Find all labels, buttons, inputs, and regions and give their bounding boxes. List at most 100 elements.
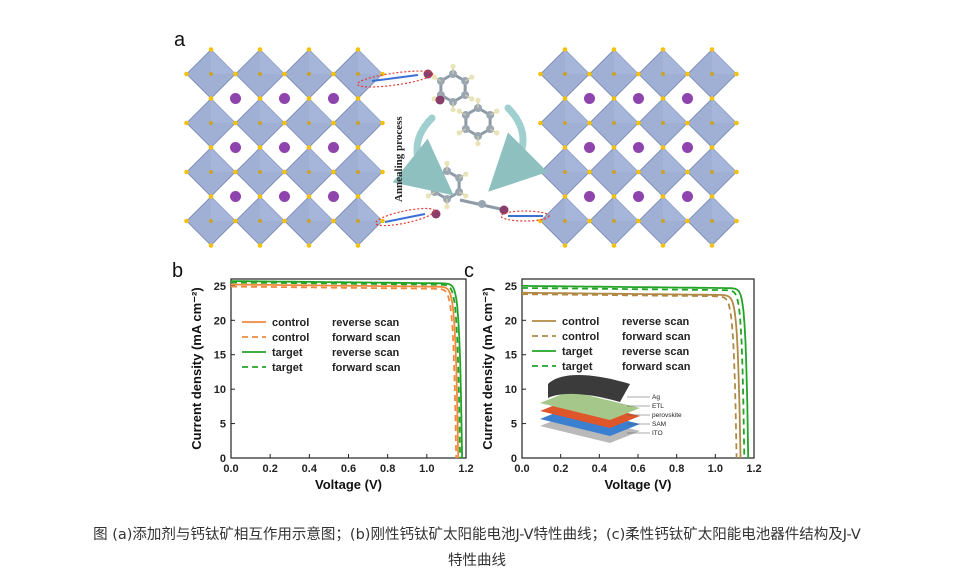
octahedron (333, 49, 383, 99)
legend-scan-direction: forward scan (622, 331, 691, 343)
cation-atom (633, 142, 644, 153)
legend-series-name: target (272, 362, 303, 374)
halide-atom (380, 120, 385, 126)
octahedron (540, 98, 590, 148)
octahedron (284, 98, 334, 148)
halide-atom (208, 47, 214, 52)
y-tick-label: 15 (505, 350, 517, 362)
legend-series-name: control (272, 317, 309, 329)
halide-atom (587, 71, 592, 77)
cation-atom (328, 191, 339, 202)
halide-atom (306, 47, 312, 52)
inset-layer-label: ETL (652, 403, 664, 410)
halide-atom (331, 120, 336, 126)
halide-atom (306, 194, 312, 199)
cation-atom (682, 191, 693, 202)
octahedron (186, 49, 236, 99)
x-tick-label: 1.2 (746, 463, 761, 475)
octahedron (589, 49, 639, 99)
legend-scan-direction: forward scan (332, 332, 401, 344)
x-tick-label: 0.6 (341, 463, 356, 475)
halide-atom (734, 218, 739, 224)
additive-molecule-bottom (425, 160, 509, 219)
x-tick-label: 0.0 (223, 463, 238, 475)
cation-atom (230, 191, 241, 202)
annealing-arrow-right (488, 104, 548, 192)
perovskite-lattice-left (184, 47, 385, 248)
halide-atom (355, 96, 361, 101)
y-tick-label: 5 (511, 419, 517, 431)
y-axis-title: Current density (mA cm⁻²) (189, 287, 204, 449)
halide-atom (636, 169, 641, 175)
halide-atom (331, 169, 336, 175)
cation-atom (584, 142, 595, 153)
halide-atom (709, 47, 715, 52)
x-axis-title: Voltage (V) (605, 477, 672, 492)
panel-c-label: c (464, 260, 474, 282)
octahedron (589, 196, 639, 246)
y-tick-label: 25 (505, 281, 517, 293)
halide-atom (306, 145, 312, 150)
octahedron (638, 49, 688, 99)
octahedron (540, 196, 590, 246)
perovskite-lattice-right (538, 47, 739, 248)
panel-b-label: b (172, 260, 183, 282)
legend-scan-direction: reverse scan (622, 346, 690, 358)
series-target-reverse (522, 284, 750, 459)
halide-atom (685, 71, 690, 77)
x-tick-label: 0.4 (592, 463, 608, 475)
halide-atom (257, 145, 263, 150)
halide-atom (306, 243, 312, 248)
legend-scan-direction: reverse scan (622, 316, 690, 328)
halide-atom (636, 71, 641, 77)
halide-atom (685, 218, 690, 224)
octahedron (235, 98, 285, 148)
interaction-arrow-top (371, 74, 419, 82)
halide-atom (709, 145, 715, 150)
interaction-ellipse-bottom-right (500, 210, 550, 222)
inset-layer-label: Ag (652, 394, 660, 401)
halide-atom (208, 243, 214, 248)
figure-caption: 图 (a)添加剂与钙钛矿相互作用示意图；(b)刚性钙钛矿太阳能电池J-V特性曲线… (0, 522, 954, 574)
figure: a Annealing process b 0.0 0.2 0.4 0.6 0.8 1.0… (172, 29, 762, 492)
octahedron (186, 147, 236, 197)
legend-series-name: target (562, 346, 593, 358)
interaction-arrow-bottom-left (384, 213, 426, 223)
halide-atom (660, 47, 666, 52)
legend-series-name: target (562, 361, 593, 373)
halide-atom (587, 120, 592, 126)
halide-atom (233, 218, 238, 224)
x-tick-label: 1.0 (419, 463, 434, 475)
halide-atom (538, 120, 543, 126)
series-target-forward (522, 287, 746, 459)
halide-atom (562, 194, 568, 199)
octahedron (333, 147, 383, 197)
octahedron (687, 196, 737, 246)
octahedron (186, 98, 236, 148)
halide-atom (380, 218, 385, 224)
series-target-reverse (231, 280, 463, 459)
interaction-ellipse-top (356, 70, 434, 88)
halide-atom (282, 71, 287, 77)
jv-chart-rigid: 0.0 0.2 0.4 0.6 0.8 1.0 1.2 0 5 10 15 20 25 Voltage (… (189, 278, 474, 492)
octahedron (687, 98, 737, 148)
cation-atom (584, 191, 595, 202)
halide-atom (611, 194, 617, 199)
halide-atom (257, 47, 263, 52)
cation-atom (279, 191, 290, 202)
y-tick-label: 0 (511, 453, 517, 465)
legend-series-name: target (272, 347, 303, 359)
halide-atom (282, 169, 287, 175)
octahedron (284, 147, 334, 197)
series-control-forward (231, 285, 458, 459)
y-tick-label: 20 (505, 315, 517, 327)
halide-atom (257, 243, 263, 248)
x-tick-label: 0.6 (630, 463, 645, 475)
x-tick-label: 1.2 (458, 463, 473, 475)
x-axis-title: Voltage (V) (315, 477, 382, 492)
octahedron (687, 49, 737, 99)
y-tick-label: 20 (214, 315, 226, 327)
octahedron (284, 196, 334, 246)
halide-atom (562, 96, 568, 101)
halide-atom (734, 71, 739, 77)
